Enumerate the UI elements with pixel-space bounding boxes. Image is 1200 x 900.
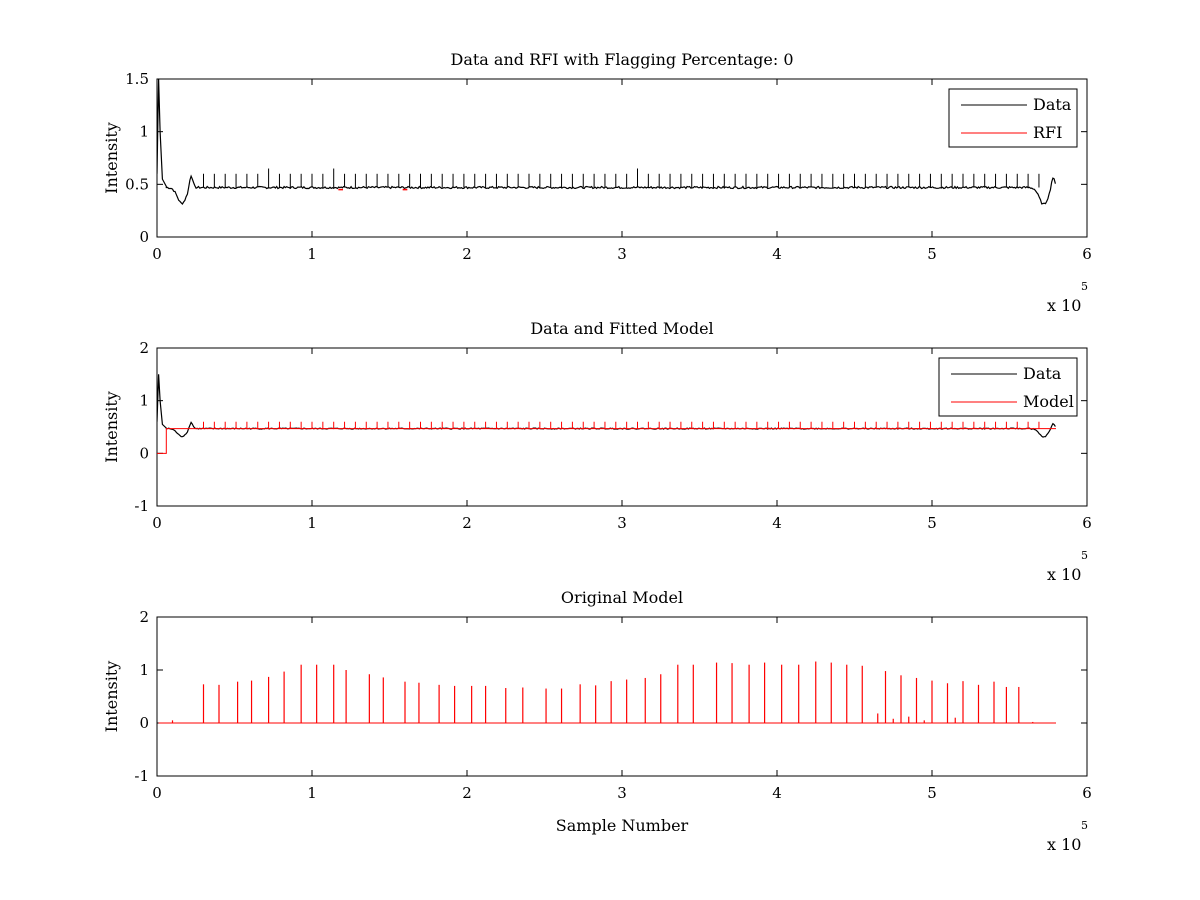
subplot-1: Data and RFI with Flagging Percentage: 0… [102, 50, 1092, 315]
x-tick-label: 0 [152, 784, 162, 802]
y-axis-label: Intensity [102, 661, 121, 733]
x-axis-label: Sample Number [556, 816, 689, 835]
legend-label: Model [1023, 392, 1074, 411]
x-multiplier-exponent: 5 [1081, 819, 1088, 832]
y-tick-label: 0.5 [125, 175, 149, 193]
x-tick-label: 3 [617, 245, 627, 263]
x-multiplier: x 10 [1047, 835, 1081, 854]
x-tick-label: 1 [307, 784, 317, 802]
series-model-line [157, 428, 1056, 454]
x-tick-label: 4 [772, 784, 782, 802]
y-axis-label: Intensity [102, 391, 121, 463]
x-tick-label: 4 [772, 245, 782, 263]
y-tick-label: 1.5 [125, 70, 149, 88]
plot-area [157, 374, 1056, 454]
y-tick-label: 2 [139, 339, 149, 357]
plot-area [158, 661, 1056, 724]
x-tick-label: 5 [927, 784, 937, 802]
plot-area [157, 79, 1056, 205]
x-tick-label: 0 [152, 514, 162, 532]
y-axis-label: Intensity [102, 122, 121, 194]
x-tick-label: 4 [772, 514, 782, 532]
x-tick-label: 6 [1082, 514, 1092, 532]
x-tick-label: 5 [927, 245, 937, 263]
x-multiplier: x 10 [1047, 565, 1081, 584]
y-tick-label: 1 [139, 661, 149, 679]
y-tick-label: 0 [139, 714, 149, 732]
x-tick-label: 2 [462, 514, 472, 532]
chart-title: Data and RFI with Flagging Percentage: 0 [450, 50, 793, 69]
y-tick-label: 2 [139, 608, 149, 626]
legend: Data Model [938, 357, 1078, 417]
chart-title: Data and Fitted Model [530, 319, 713, 338]
y-tick-label: -1 [134, 497, 149, 515]
y-tick-label: 1 [139, 392, 149, 410]
y-tick-label: 1 [139, 123, 149, 141]
y-tick-label: 0 [139, 444, 149, 462]
x-tick-label: 3 [617, 784, 627, 802]
legend-box [948, 88, 1078, 148]
x-tick-label: 1 [307, 245, 317, 263]
axes-box [156, 78, 1088, 238]
x-multiplier-exponent: 5 [1081, 549, 1088, 562]
y-tick-label: 0 [139, 228, 149, 246]
x-multiplier-exponent: 5 [1081, 280, 1088, 293]
x-tick-label: 5 [927, 514, 937, 532]
legend-label: Data [1033, 95, 1072, 114]
legend-box [938, 357, 1078, 417]
y-tick-label: -1 [134, 767, 149, 785]
x-tick-label: 0 [152, 245, 162, 263]
legend-label: Data [1023, 364, 1062, 383]
x-tick-label: 2 [462, 784, 472, 802]
legend-label: RFI [1033, 123, 1062, 142]
x-multiplier: x 10 [1047, 296, 1081, 315]
x-tick-label: 3 [617, 514, 627, 532]
x-tick-label: 6 [1082, 784, 1092, 802]
x-tick-label: 2 [462, 245, 472, 263]
x-tick-label: 1 [307, 514, 317, 532]
legend: Data RFI [948, 88, 1078, 148]
x-tick-label: 6 [1082, 245, 1092, 263]
chart-title: Original Model [561, 588, 683, 607]
series-data-line [157, 79, 1056, 205]
